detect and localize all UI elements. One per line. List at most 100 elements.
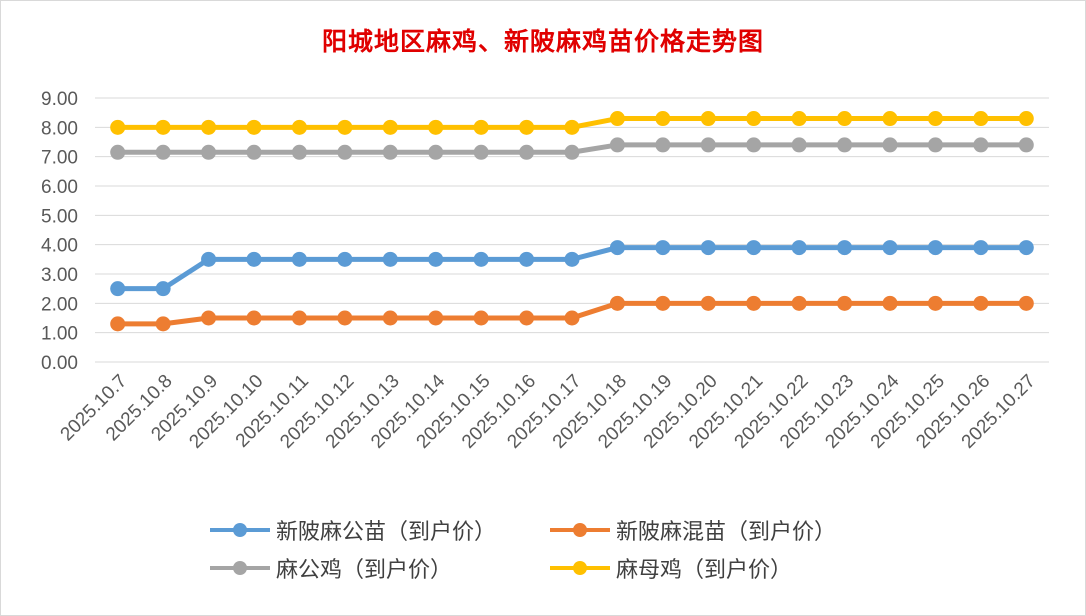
data-point	[564, 119, 580, 135]
data-point	[291, 144, 307, 160]
legend-item-series-2: 新陂麻混苗（到户价）	[550, 512, 836, 548]
data-point	[110, 119, 126, 135]
legend-label-series-1: 新陂麻公苗（到户价）	[276, 520, 497, 545]
data-point	[473, 144, 489, 160]
data-point	[337, 310, 353, 326]
y-tick-label: 5.00	[41, 206, 78, 227]
data-point	[882, 137, 898, 153]
data-point	[564, 310, 580, 326]
data-point	[382, 144, 398, 160]
y-tick-label: 4.00	[41, 236, 78, 257]
data-point	[519, 144, 535, 160]
data-point	[201, 144, 217, 160]
y-tick-label: 6.00	[41, 177, 78, 198]
data-point	[246, 251, 262, 267]
data-point	[973, 295, 989, 311]
data-point	[655, 295, 671, 311]
data-point	[746, 111, 762, 127]
legend-label-series-3: 麻公鸡（到户价）	[276, 558, 453, 583]
y-tick-label: 1.00	[41, 324, 78, 345]
data-point	[246, 144, 262, 160]
data-point	[973, 137, 989, 153]
data-point	[564, 144, 580, 160]
data-point	[428, 144, 444, 160]
data-point	[155, 281, 171, 297]
series-2	[110, 295, 1034, 332]
data-point	[837, 295, 853, 311]
legend-label-series-4: 麻母鸡（到户价）	[616, 558, 793, 583]
data-point	[337, 144, 353, 160]
data-point	[791, 137, 807, 153]
data-point	[700, 111, 716, 127]
data-point	[882, 111, 898, 127]
data-point	[110, 144, 126, 160]
data-point	[246, 310, 262, 326]
data-point	[791, 295, 807, 311]
data-point	[201, 119, 217, 135]
legend-swatch-series-1	[210, 520, 270, 540]
legend-label-series-2: 新陂麻混苗（到户价）	[616, 520, 837, 545]
data-point	[155, 316, 171, 332]
chart-title: 阳城地区麻鸡、新陂麻鸡苗价格走势图	[321, 27, 764, 56]
data-point	[700, 240, 716, 256]
legend-item-series-1: 新陂麻公苗（到户价）	[210, 512, 496, 548]
data-point	[746, 240, 762, 256]
y-tick-label: 3.00	[41, 265, 78, 286]
data-point	[519, 310, 535, 326]
data-point	[201, 310, 217, 326]
data-point	[609, 240, 625, 256]
data-point	[655, 111, 671, 127]
series-3	[110, 137, 1034, 160]
data-point	[110, 281, 126, 297]
data-point	[700, 295, 716, 311]
data-point	[110, 316, 126, 332]
y-tick-label: 9.00	[41, 89, 78, 110]
data-point	[882, 240, 898, 256]
data-point	[609, 111, 625, 127]
data-point	[927, 240, 943, 256]
data-point	[837, 137, 853, 153]
data-point	[837, 111, 853, 127]
data-point	[155, 144, 171, 160]
data-point	[428, 310, 444, 326]
data-point	[155, 119, 171, 135]
legend-swatch-series-3	[210, 558, 270, 578]
data-point	[746, 137, 762, 153]
data-point	[655, 240, 671, 256]
data-point	[473, 119, 489, 135]
data-point	[428, 119, 444, 135]
data-point	[473, 251, 489, 267]
data-point	[1018, 295, 1034, 311]
data-point	[382, 119, 398, 135]
series-1	[110, 240, 1034, 297]
data-point	[291, 251, 307, 267]
data-point	[837, 240, 853, 256]
y-tick-label: 8.00	[41, 118, 78, 139]
data-point	[246, 119, 262, 135]
data-point	[973, 240, 989, 256]
series-4	[110, 111, 1034, 135]
data-point	[791, 240, 807, 256]
legend-item-series-3: 麻公鸡（到户价）	[210, 550, 452, 586]
data-point	[201, 251, 217, 267]
data-point	[382, 251, 398, 267]
data-point	[655, 137, 671, 153]
y-tick-label: 7.00	[41, 148, 78, 169]
data-point	[746, 295, 762, 311]
data-point	[1018, 137, 1034, 153]
data-point	[564, 251, 580, 267]
data-point	[291, 310, 307, 326]
data-point	[1018, 240, 1034, 256]
data-point	[519, 119, 535, 135]
legend-swatch-series-2	[550, 520, 610, 540]
series-lines	[110, 111, 1034, 332]
data-point	[473, 310, 489, 326]
data-point	[1018, 111, 1034, 127]
data-point	[337, 119, 353, 135]
data-point	[973, 111, 989, 127]
data-point	[791, 111, 807, 127]
y-axis-ticks: 0.00 1.00 2.00 3.00 4.00 5.00 6.00 7.00 8.00 9.00	[41, 89, 78, 374]
data-point	[927, 111, 943, 127]
